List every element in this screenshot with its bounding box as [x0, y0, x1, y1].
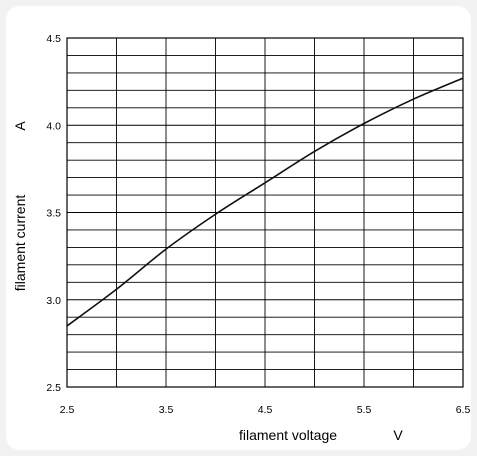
y-tick-label: 4.0	[46, 120, 61, 132]
x-tick-label: 2.5	[60, 404, 75, 416]
x-tick-labels: 2.5 3.5 4.5 5.5 6.5	[60, 404, 471, 416]
y-tick-label: 2.5	[46, 382, 61, 394]
x-axis-unit: V	[393, 427, 403, 443]
x-tick-label: 5.5	[357, 404, 372, 416]
y-tick-label: 3.5	[46, 208, 61, 220]
plot-frame	[66, 37, 464, 388]
y-tick-label: 3.0	[46, 295, 61, 307]
y-tick-label: 4.5	[46, 33, 61, 45]
x-tick-label: 4.5	[258, 404, 273, 416]
y-axis-unit: A	[12, 121, 28, 131]
grid	[67, 38, 463, 387]
x-tick-label: 6.5	[456, 404, 471, 416]
y-tick-labels: 2.5 3.0 3.5 4.0 4.5	[46, 33, 61, 394]
series-line	[66, 77, 464, 327]
y-axis-label: filament current	[12, 195, 28, 292]
chart-panel	[6, 6, 471, 450]
x-tick-label: 3.5	[159, 404, 174, 416]
x-axis-label: filament voltage	[239, 427, 337, 443]
